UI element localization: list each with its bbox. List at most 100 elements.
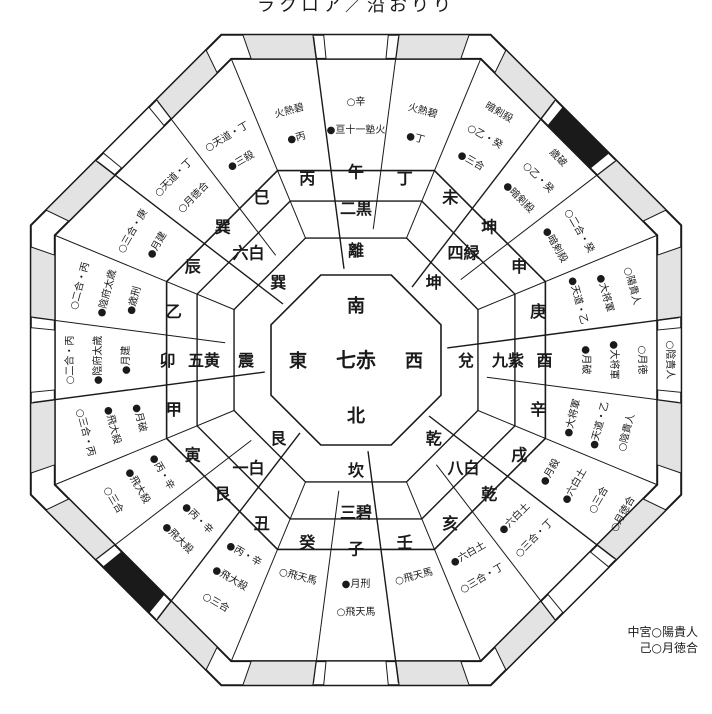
star-label: 五黄 (188, 351, 220, 370)
frame-block (547, 551, 610, 614)
sector-note-line: ●丁 (405, 131, 426, 146)
sector-divider (54, 410, 235, 486)
sector-note-n-zi: ●月刑 ○飛天馬 (337, 577, 376, 618)
sector-note-w-you: ●月破 ●大将軍 ○月徳 ○陰貴人 (580, 341, 677, 380)
sector-note-line: ●月建 (119, 346, 132, 375)
sector-note-line: ●月刑 (342, 577, 371, 590)
trigram-label: 坤 (426, 273, 442, 292)
sector-note-line: ○二合・丙 (63, 336, 76, 385)
branch-label: 申 (511, 257, 527, 276)
sector-divider (157, 101, 277, 256)
frame-block (242, 660, 317, 686)
sector-note-line: ●亘十一塾火 (327, 123, 386, 136)
sector-divider (406, 58, 482, 239)
branch-label: 辰 (185, 257, 201, 276)
top-cut-text: ラクロア／沿おりり (257, 0, 455, 16)
branch-label: 壬 (397, 533, 413, 552)
center-east-label: 東 (289, 350, 307, 372)
frame-block (102, 551, 165, 614)
sector-divider (477, 410, 658, 486)
sector-note-line: ○陰貴人 (664, 341, 677, 380)
frame-block (395, 660, 470, 686)
branch-label: 午 (348, 163, 364, 182)
legend-line-1: 中宮○陽貴人 (627, 625, 698, 639)
star-label: 三碧 (340, 503, 372, 522)
branch-label: 癸 (298, 533, 316, 552)
sector-note-e-mao: ●月建 ●陰府太歳 ○二合・丙 (63, 336, 132, 385)
branch-label: 丁 (397, 169, 413, 188)
branch-label: 寅 (185, 445, 201, 464)
sector-divider (156, 432, 301, 620)
sector-divider (230, 58, 306, 239)
frame-block (30, 399, 56, 474)
branch-label: 亥 (442, 514, 458, 533)
sector-note-line: ●陰府太歳 (91, 336, 104, 385)
sector-divider (96, 160, 284, 305)
branch-label: 酉 (536, 351, 552, 370)
branch-label: 丑 (254, 514, 270, 533)
branch-label: 巳 (254, 188, 270, 207)
center-south-label: 南 (347, 295, 365, 317)
branch-label: 乾 (481, 484, 497, 503)
legend-line-2: 己○月徳合 (639, 641, 698, 655)
trigram-label: 乾 (426, 429, 442, 448)
sector-note-s-mid: ●亘十一塾火 ○辛 (327, 95, 386, 136)
sector-note-line: ○飛天馬 (337, 606, 376, 618)
sector-note-line: ●月破 (580, 346, 593, 375)
branch-label: 未 (441, 188, 458, 207)
frame-block (323, 660, 389, 686)
sector-divider (32, 316, 226, 344)
branch-label: 子 (348, 540, 364, 559)
trigram-label: 巽 (270, 273, 286, 292)
sector-divider (486, 376, 680, 404)
star-label: 六白 (233, 244, 265, 263)
branch-label: 乙 (166, 302, 182, 321)
frame-block (30, 246, 56, 321)
trigram-label: 兌 (458, 351, 474, 370)
sector-divider (428, 415, 616, 560)
center-north-label: 北 (347, 406, 365, 427)
sector-note-line: ●大将軍 (608, 341, 621, 380)
sector-divider (406, 481, 482, 662)
sector-note-line: ●丙 (286, 131, 307, 146)
star-label: 八白 (446, 458, 479, 477)
star-label: 四緑 (447, 244, 480, 263)
frame-block (656, 246, 682, 321)
center-west-label: 西 (405, 351, 423, 372)
branch-label: 庚 (530, 302, 546, 321)
frame-block (656, 327, 682, 393)
trigram-label: 坎 (348, 461, 364, 480)
sector-divider (54, 234, 235, 310)
center-star-label: 七赤 (336, 348, 376, 372)
sector-divider (32, 371, 265, 404)
branch-label: 卯 (159, 351, 175, 370)
sector-divider (460, 161, 615, 281)
sector-note-line: ○辛 (347, 95, 366, 108)
sector-divider (312, 490, 340, 684)
sector-divider (312, 36, 345, 269)
sector-divider (435, 464, 555, 619)
frame-block (547, 106, 610, 169)
sector-note-line: ○月徳 (636, 346, 649, 375)
branch-label: 丙 (299, 169, 315, 188)
frame-block (30, 327, 56, 393)
sector-grid (32, 36, 680, 684)
sector-divider (477, 234, 658, 310)
branch-label: 巽 (215, 218, 231, 237)
frame-block (323, 34, 389, 60)
star-label: 九紫 (491, 351, 524, 370)
frame-block (656, 399, 682, 474)
ring-center (270, 274, 442, 446)
frame-block (102, 106, 165, 169)
branch-ring: 午丁未坤申庚酉辛戌乾亥壬子癸丑艮寅甲卯乙辰巽巳丙 (159, 163, 552, 559)
sector-divider (372, 36, 400, 230)
trigram-label: 震 (237, 351, 255, 370)
sector-divider (367, 451, 400, 684)
sector-divider (230, 481, 306, 662)
frame-block (395, 34, 470, 60)
frame-block (242, 34, 317, 60)
sector-divider (411, 100, 556, 288)
